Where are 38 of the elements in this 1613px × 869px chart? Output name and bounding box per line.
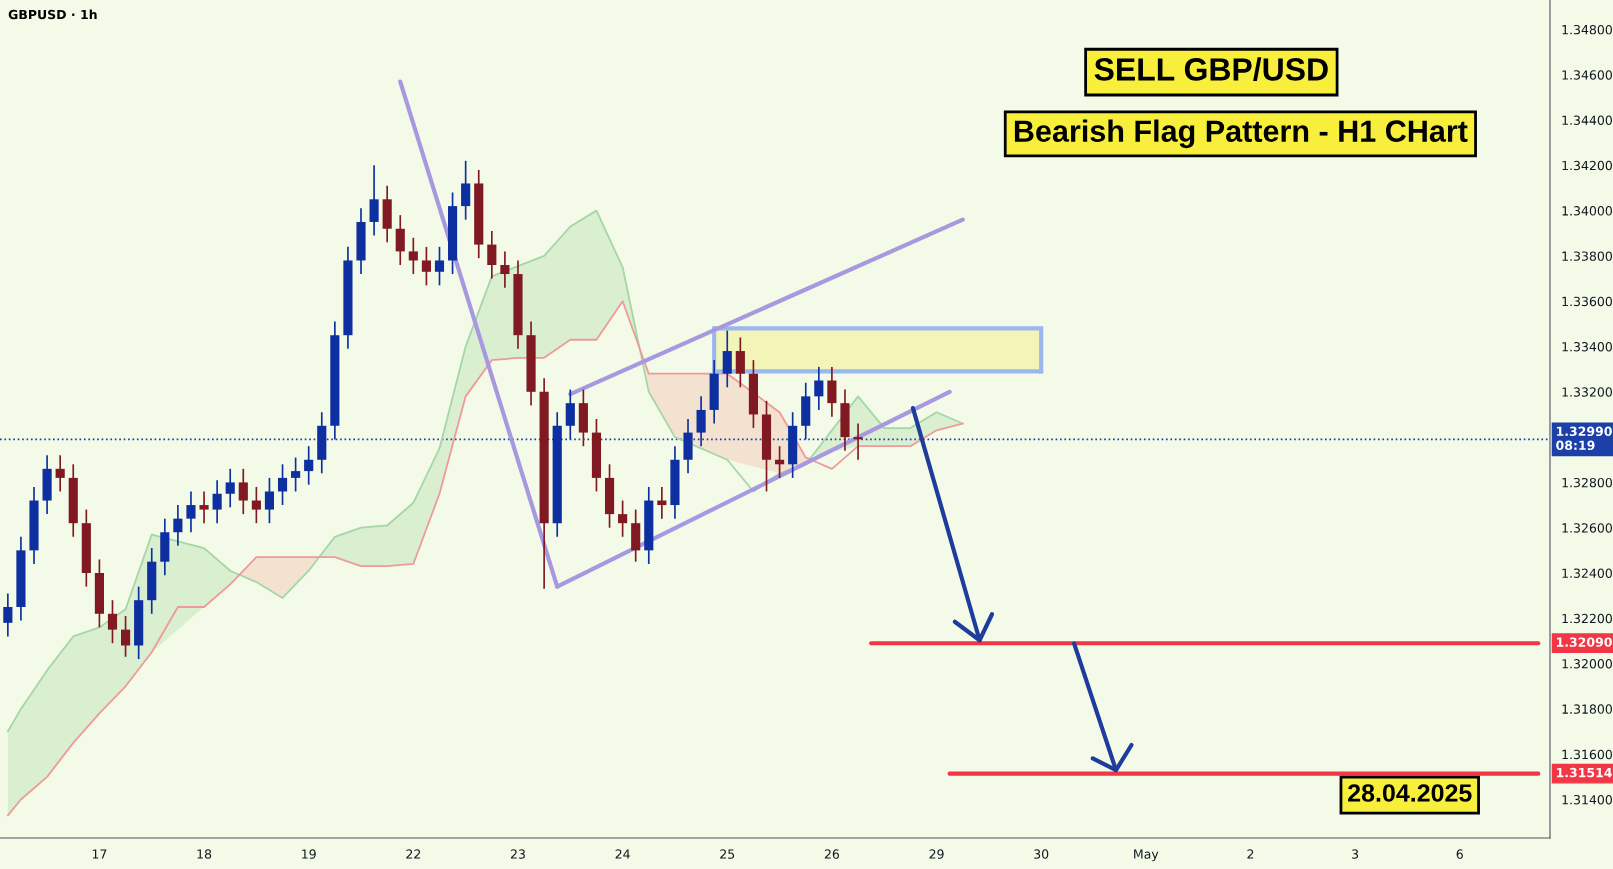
y-tick-label: 1.33800 [1562, 251, 1612, 261]
x-tick-label: 30 [1034, 849, 1049, 859]
y-tick-label: 1.34000 [1562, 206, 1612, 216]
y-tick-label: 1.33200 [1562, 387, 1612, 397]
x-tick-label: 25 [720, 849, 735, 859]
y-tick-label: 1.34800 [1562, 24, 1612, 35]
y-tick-label: 1.32800 [1562, 477, 1612, 488]
y-tick-label: 1.33400 [1562, 342, 1612, 352]
y-tick-label: 1.32200 [1562, 613, 1612, 624]
x-tick-label: 26 [824, 849, 840, 859]
ref-line-label: 1.32990 08:19 [1556, 426, 1612, 451]
y-tick-label: 1.31400 [1562, 794, 1612, 805]
x-tick-label: May [1134, 849, 1159, 862]
y-tick-label: 1.32000 [1562, 659, 1612, 669]
x-tick-label: 19 [302, 849, 316, 859]
x-tick-label: 22 [406, 849, 421, 859]
y-tick-label: 1.34200 [1562, 160, 1612, 171]
x-tick-label: 6 [1456, 849, 1463, 859]
x-tick-label: 17 [92, 849, 107, 859]
x-tick-label: 18 [197, 849, 212, 859]
x-tick-label: 3 [1352, 849, 1359, 859]
x-tick-label: 2 [1247, 849, 1254, 859]
y-tick-label: 1.34600 [1562, 70, 1612, 80]
y-tick-label: 1.32400 [1562, 568, 1612, 578]
data-label: 1.31514 [1556, 767, 1612, 778]
annotation: GBPUSD · 1h [8, 9, 97, 20]
annotation: 28.04.2025 [1348, 784, 1472, 802]
text: Bearish Flag Pattern - H1 CHart [1014, 119, 1468, 149]
data-label: 1.32090 [1556, 637, 1612, 647]
y-tick-label: 1.33600 [1562, 296, 1612, 307]
x-tick-label: 23 [510, 849, 525, 859]
y-tick-label: 1.31600 [1562, 749, 1612, 760]
x-tick-label: 29 [929, 849, 944, 859]
y-tick-label: 1.32600 [1562, 523, 1612, 533]
y-tick-label: 1.31800 [1562, 704, 1612, 714]
y-tick-label: 1.34400 [1562, 115, 1612, 125]
x-tick-label: 24 [615, 849, 630, 859]
text: SELL GBP/USD [1094, 57, 1328, 82]
